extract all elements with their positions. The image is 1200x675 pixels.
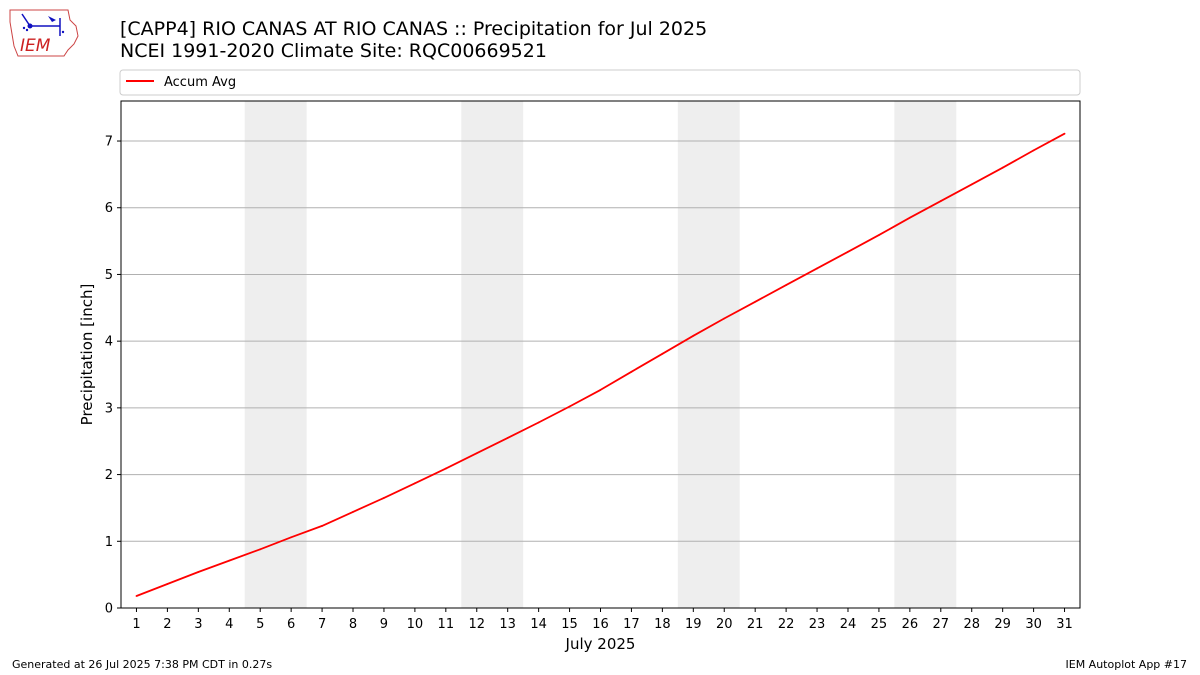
data-point-day-31 xyxy=(1063,132,1066,135)
x-tick-label-6: 6 xyxy=(287,617,295,632)
x-tick-label-25: 25 xyxy=(871,617,888,632)
x-tick-label-27: 27 xyxy=(933,617,950,632)
data-point-day-10 xyxy=(413,482,416,485)
x-tick-label-24: 24 xyxy=(840,617,857,632)
title-line-1: [CAPP4] RIO CANAS AT RIO CANAS :: Precip… xyxy=(120,18,708,40)
data-point-day-2 xyxy=(166,583,169,585)
x-tick-label-31: 31 xyxy=(1056,617,1073,632)
y-tick-label-2: 2 xyxy=(105,468,113,483)
x-tick-label-7: 7 xyxy=(318,617,326,632)
y-axis-label: Precipitation [inch] xyxy=(78,284,96,426)
x-tick-label-3: 3 xyxy=(194,617,202,632)
x-tick-label-19: 19 xyxy=(685,617,702,632)
iem-logo: IEM xyxy=(8,6,80,60)
x-tick-label-20: 20 xyxy=(716,617,733,632)
logo-text: IEM xyxy=(20,36,51,56)
x-tick-label-16: 16 xyxy=(592,617,609,632)
data-point-day-25 xyxy=(878,234,880,236)
data-point-day-17 xyxy=(630,370,633,373)
grid-lines xyxy=(121,140,1080,542)
data-point-day-28 xyxy=(970,183,973,186)
x-tick-label-23: 23 xyxy=(809,617,826,632)
data-point-day-5 xyxy=(259,548,262,551)
x-tick-label-15: 15 xyxy=(561,617,578,632)
data-point-day-1 xyxy=(135,595,138,597)
data-point-day-13 xyxy=(506,436,509,439)
series-layer xyxy=(135,132,1066,597)
x-tick-label-28: 28 xyxy=(963,617,980,632)
x-tick-label-18: 18 xyxy=(654,617,671,632)
data-point-day-8 xyxy=(352,511,354,513)
x-tick-label-10: 10 xyxy=(407,617,424,632)
weekend-shading xyxy=(244,101,957,608)
x-axis-ticks: 1 2 3 4 5 6 7 8 9 10 11 12 13 14 15 16 17 18 19 20 21 22 23 24 2… xyxy=(132,608,1073,632)
data-point-day-23 xyxy=(816,267,818,270)
weekend-band-2 xyxy=(461,101,524,608)
app-credit: IEM Autoplot App #17 xyxy=(1065,658,1188,671)
y-axis-ticks: 0 1 2 3 4 5 6 7 xyxy=(105,135,121,617)
data-point-day-19 xyxy=(692,334,695,337)
data-point-day-15 xyxy=(568,405,571,408)
data-point-day-18 xyxy=(661,352,664,355)
x-tick-label-9: 9 xyxy=(380,617,388,632)
data-point-day-30 xyxy=(1032,149,1035,152)
x-tick-label-2: 2 xyxy=(163,617,171,632)
title-line-2: NCEI 1991-2020 Climate Site: RQC00669521 xyxy=(120,40,547,62)
x-tick-label-4: 4 xyxy=(225,617,233,632)
y-tick-label-4: 4 xyxy=(105,335,113,350)
x-tick-label-5: 5 xyxy=(256,617,264,632)
x-tick-label-30: 30 xyxy=(1025,617,1042,632)
data-point-day-9 xyxy=(383,497,385,499)
y-tick-label-1: 1 xyxy=(105,535,113,550)
x-tick-label-17: 17 xyxy=(623,617,640,632)
weekend-band-3 xyxy=(677,101,740,608)
x-tick-label-26: 26 xyxy=(902,617,919,632)
data-point-day-24 xyxy=(847,250,849,253)
data-point-day-14 xyxy=(537,421,540,424)
x-tick-label-1: 1 xyxy=(132,617,140,632)
y-tick-label-6: 6 xyxy=(105,201,113,216)
data-point-day-27 xyxy=(939,200,942,202)
data-point-day-7 xyxy=(321,525,323,527)
x-axis-label: July 2025 xyxy=(565,635,636,653)
x-tick-label-22: 22 xyxy=(778,617,795,632)
data-point-day-6 xyxy=(290,536,293,539)
x-tick-label-14: 14 xyxy=(530,617,547,632)
legend-label-accum-avg: Accum Avg xyxy=(164,75,236,90)
data-point-day-21 xyxy=(754,300,757,303)
data-point-day-4 xyxy=(228,559,231,562)
weekend-band-4 xyxy=(894,101,957,608)
y-tick-label-7: 7 xyxy=(105,135,113,150)
legend: Accum Avg xyxy=(119,69,1081,96)
legend-box xyxy=(119,69,1081,96)
x-tick-label-8: 8 xyxy=(349,617,357,632)
y-tick-label-5: 5 xyxy=(105,268,113,283)
data-point-day-3 xyxy=(197,571,200,573)
data-point-day-29 xyxy=(1001,166,1004,169)
x-tick-label-11: 11 xyxy=(438,617,455,632)
y-tick-label-0: 0 xyxy=(105,602,113,617)
x-tick-label-13: 13 xyxy=(499,617,516,632)
data-point-day-16 xyxy=(599,388,602,391)
x-tick-label-29: 29 xyxy=(994,617,1011,632)
x-tick-label-21: 21 xyxy=(747,617,764,632)
data-point-day-26 xyxy=(908,216,911,219)
weekend-band-1 xyxy=(244,101,307,608)
data-point-day-11 xyxy=(444,467,447,470)
data-point-day-20 xyxy=(723,317,726,320)
y-tick-label-3: 3 xyxy=(105,401,113,416)
data-point-day-22 xyxy=(785,284,788,287)
chart-title: [CAPP4] RIO CANAS AT RIO CANAS :: Precip… xyxy=(120,18,707,62)
data-point-day-12 xyxy=(475,452,478,455)
generated-note: Generated at 26 Jul 2025 7:38 PM CDT in … xyxy=(12,658,273,671)
x-tick-label-12: 12 xyxy=(468,617,485,632)
